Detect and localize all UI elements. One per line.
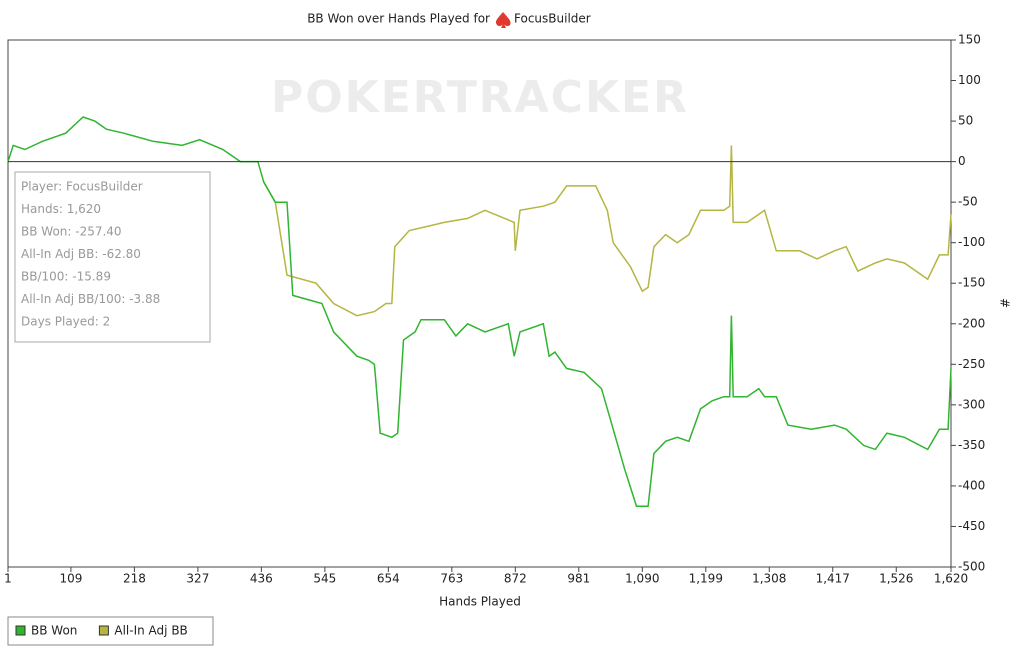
legend-label: All-In Adj BB xyxy=(114,624,187,638)
plot-frame xyxy=(7,39,952,568)
y-tick-label: 50 xyxy=(958,114,973,128)
x-tick-label: 763 xyxy=(440,572,463,586)
y-tick-label: -500 xyxy=(958,560,985,574)
series-line xyxy=(263,145,952,317)
spade-icon xyxy=(495,12,511,28)
x-tick-label: 981 xyxy=(567,572,590,586)
x-tick-label: 1,308 xyxy=(752,572,786,586)
y-tick-label: -200 xyxy=(958,316,985,330)
y-tick-label: -50 xyxy=(958,195,978,209)
x-tick-label: 109 xyxy=(59,572,82,586)
chart-title-player: FocusBuilder xyxy=(514,12,591,26)
x-tick-label: 545 xyxy=(313,572,336,586)
info-line: All-In Adj BB/100: -3.88 xyxy=(21,292,160,306)
x-tick-label: 1,417 xyxy=(816,572,850,586)
x-tick-label: 1,199 xyxy=(689,572,723,586)
info-line: All-In Adj BB: -62.80 xyxy=(21,247,141,261)
y-tick-label: 100 xyxy=(958,73,981,87)
info-line: BB Won: -257.40 xyxy=(21,225,122,239)
y-tick-label: -400 xyxy=(958,478,985,492)
info-box: Player: FocusBuilder Hands: 1,620 BB Won: … xyxy=(14,171,211,343)
y-tick-label: -350 xyxy=(958,438,985,452)
y-tick-label: -300 xyxy=(958,397,985,411)
x-tick-label: 1,090 xyxy=(625,572,659,586)
y-tick-label: 150 xyxy=(958,33,981,47)
info-line: Days Played: 2 xyxy=(21,315,110,329)
x-tick-label: 654 xyxy=(377,572,400,586)
x-tick-label: 872 xyxy=(504,572,527,586)
info-line: Player: FocusBuilder xyxy=(21,180,143,194)
info-box-frame xyxy=(14,171,211,343)
y-tick-label: 0 xyxy=(958,154,966,168)
info-line: Hands: 1,620 xyxy=(21,202,101,216)
legend-label: BB Won xyxy=(31,624,77,638)
x-tick-label: 1,620 xyxy=(934,572,968,586)
legend-swatch xyxy=(98,625,109,636)
y-tick-label: -250 xyxy=(958,357,985,371)
x-tick-label: 218 xyxy=(123,572,146,586)
watermark: POKERTRACKER xyxy=(271,72,689,123)
y-tick-label: -100 xyxy=(958,235,985,249)
info-line: BB/100: -15.89 xyxy=(21,270,111,284)
legend-swatch xyxy=(15,625,26,636)
x-tick-label: 327 xyxy=(186,572,209,586)
y-tick-label: -150 xyxy=(958,276,985,290)
chart-title: BB Won over Hands Played for xyxy=(307,12,490,26)
y-axis-label: # xyxy=(998,298,1012,308)
series-line xyxy=(7,116,952,507)
x-tick-label: 436 xyxy=(250,572,273,586)
x-tick-label: 1,526 xyxy=(879,572,913,586)
x-tick-label: 1 xyxy=(4,572,12,586)
x-axis-label: Hands Played xyxy=(439,595,521,609)
y-tick-label: -450 xyxy=(958,519,985,533)
legend xyxy=(7,616,214,646)
